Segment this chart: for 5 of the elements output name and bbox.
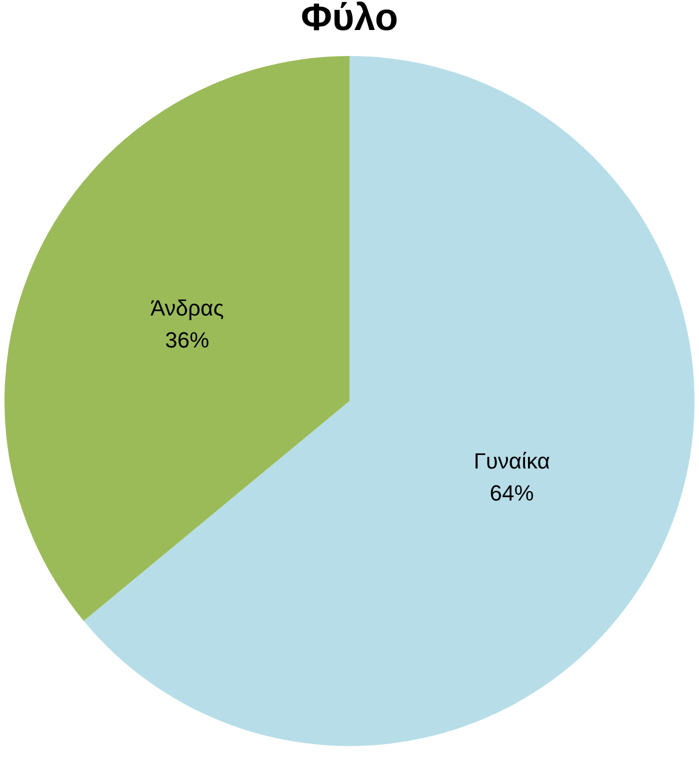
chart-title: Φύλο — [300, 0, 398, 39]
data-label: 36% — [165, 328, 210, 353]
slice-label: Γυναίκα — [474, 448, 550, 474]
slice-label: Άνδρας — [150, 296, 224, 321]
data-label: 64% — [490, 480, 534, 506]
